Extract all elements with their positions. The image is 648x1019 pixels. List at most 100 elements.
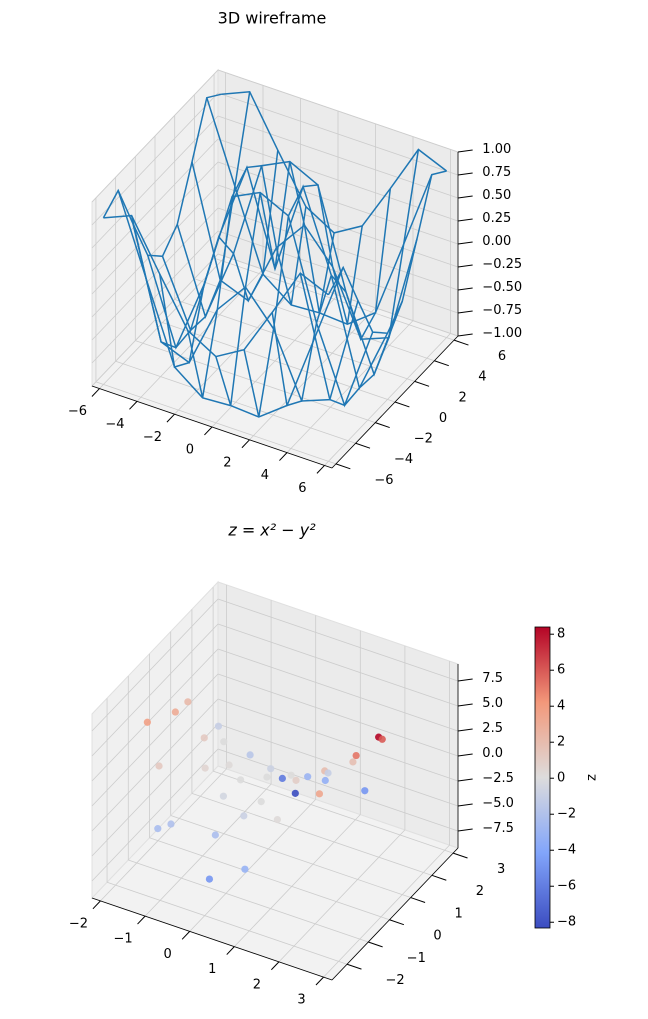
y-axis-line	[331, 847, 459, 981]
x-tick-label: −1	[113, 932, 132, 947]
scatter-point	[315, 790, 324, 798]
z-tick	[457, 241, 473, 245]
x-tick	[129, 401, 138, 410]
chart-title: z = x² − y²	[227, 521, 316, 540]
x-tick-label: −2	[143, 430, 162, 445]
x-tick	[166, 413, 175, 423]
y-tick-label: −2	[414, 432, 433, 447]
wire-column	[327, 170, 447, 334]
x-tick-label: −6	[68, 404, 87, 419]
scatter-point	[200, 734, 208, 742]
grid-line	[217, 598, 459, 682]
colorbar-tick-label: −6	[557, 879, 576, 894]
colorbar-tick-label: 6	[557, 663, 565, 678]
x-tick	[91, 388, 100, 397]
scatter-point	[273, 815, 281, 824]
z-tick	[457, 172, 473, 176]
y-tick	[453, 339, 469, 346]
colorbar-tick-label: −2	[557, 807, 576, 822]
grid-line	[170, 815, 411, 898]
scatter-point	[292, 776, 300, 784]
scatter-point	[154, 825, 162, 833]
colorbar-tick-label: 2	[557, 735, 565, 750]
scatter-point	[263, 773, 271, 781]
z-tick-label: −7.5	[482, 821, 514, 836]
z-tick-label: −0.25	[482, 257, 522, 272]
x-tick-label: 2	[253, 977, 261, 992]
scatter-point	[184, 698, 192, 706]
z-tick	[457, 703, 473, 707]
wire-column	[187, 164, 307, 398]
grid-line	[212, 770, 454, 854]
y-tick	[431, 874, 447, 881]
y-tick-label: 4	[478, 370, 486, 385]
x-tick-label: −4	[105, 417, 124, 432]
y-tick-label: −6	[374, 473, 393, 488]
x-tick	[241, 439, 250, 449]
scatter-point	[321, 776, 329, 785]
y-tick-label: −2	[385, 973, 404, 988]
grid-line	[217, 253, 459, 337]
z-tick-label: −5.0	[482, 796, 514, 811]
x-tick	[137, 915, 146, 925]
scatter-point	[241, 865, 249, 873]
scatter-point	[214, 722, 223, 730]
colorbar-tick-label: −8	[557, 915, 576, 930]
scatter-point	[361, 787, 369, 795]
z-tick-label: 0.00	[482, 234, 511, 249]
scatter-point	[171, 708, 179, 716]
colorbar-tick-label: 8	[557, 627, 565, 642]
z-tick-label: −0.50	[482, 280, 522, 295]
axes-3d: −6−4−20246−6−4−20246−1.00−0.75−0.50−0.25…	[68, 68, 522, 496]
scatter-point	[167, 820, 175, 828]
z-tick	[457, 287, 473, 291]
grid-line	[128, 859, 369, 943]
grid-line	[91, 748, 219, 882]
scatter-point	[211, 831, 219, 839]
x-tick-label: 3	[297, 993, 305, 1008]
scatter-point	[219, 792, 228, 800]
y-tick	[410, 897, 426, 903]
grid-line	[91, 673, 219, 807]
grid-line	[217, 623, 459, 707]
x-tick-label: 0	[186, 443, 194, 458]
z-tick-label: 1.00	[482, 142, 511, 157]
y-tick	[452, 852, 468, 859]
colorbar	[534, 626, 551, 929]
grid-line	[91, 648, 219, 782]
grid-line	[217, 184, 459, 268]
grid-line	[91, 184, 219, 318]
z-tick-label: 5.0	[482, 696, 503, 711]
grid-line	[217, 230, 459, 314]
z-tick-label: −0.75	[482, 303, 522, 318]
grid-line	[217, 723, 459, 807]
grid-line	[91, 698, 219, 832]
grid-line	[189, 799, 316, 932]
grid-line	[91, 723, 219, 857]
grid-line	[135, 340, 376, 424]
scatter-point	[378, 735, 386, 743]
grid-line	[144, 783, 272, 917]
z-tick-label: 0.75	[482, 165, 511, 180]
scatter-point	[236, 776, 245, 784]
y-tick-label: 2	[476, 884, 484, 899]
x-tick	[92, 900, 101, 910]
z-tick	[457, 264, 473, 268]
grid-line	[217, 673, 459, 757]
grid-line	[217, 698, 459, 782]
y-tick-label: 6	[498, 349, 506, 364]
x-tick-label: 2	[223, 455, 231, 470]
z-tick	[457, 753, 473, 757]
grid-line	[100, 768, 227, 902]
grid-line	[91, 623, 219, 757]
grid-line	[91, 230, 219, 364]
y-tick-label: 1	[455, 906, 463, 921]
grid-line	[95, 381, 337, 465]
grid-line	[217, 648, 459, 732]
colorbar-tick-label: 4	[557, 699, 565, 714]
grid-line	[91, 138, 219, 272]
scatter-point	[304, 773, 312, 781]
scatter-point	[352, 751, 360, 760]
y-tick	[434, 360, 449, 367]
scatter-point	[220, 738, 228, 746]
